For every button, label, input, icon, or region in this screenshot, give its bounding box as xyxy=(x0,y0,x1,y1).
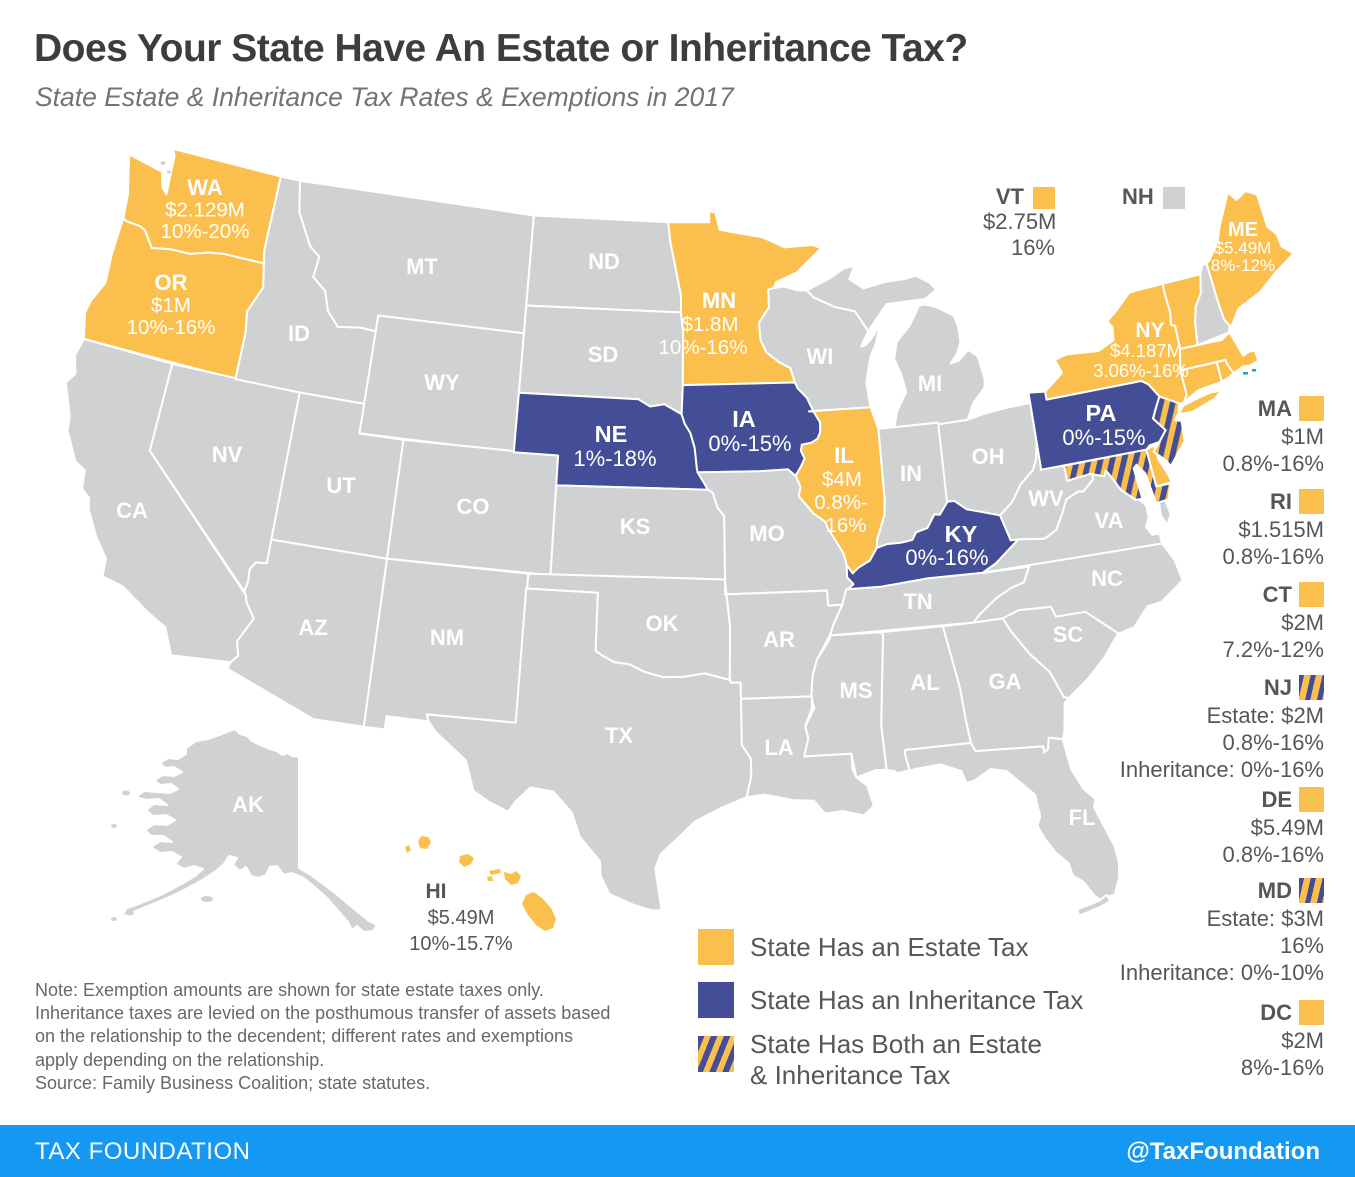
svg-text:KS: KS xyxy=(620,514,651,539)
svg-text:1%-18%: 1%-18% xyxy=(573,446,656,471)
svg-text:3.06%-16%: 3.06%-16% xyxy=(1093,360,1189,381)
svg-text:$1M: $1M xyxy=(151,294,191,317)
svg-text:NE: NE xyxy=(595,421,628,447)
svg-text:10%-15.7%: 10%-15.7% xyxy=(409,933,513,955)
svg-text:MT: MT xyxy=(406,254,438,279)
svg-text:WV: WV xyxy=(1028,486,1064,511)
svg-text:OH: OH xyxy=(972,444,1005,469)
svg-text:10%-16%: 10%-16% xyxy=(127,316,216,339)
svg-text:16%: 16% xyxy=(825,514,866,537)
svg-text:0%-15%: 0%-15% xyxy=(1062,425,1145,450)
svg-text:NC: NC xyxy=(1091,566,1123,591)
svg-text:10%-16%: 10%-16% xyxy=(659,336,748,359)
svg-text:IL: IL xyxy=(834,443,854,468)
svg-text:CO: CO xyxy=(457,494,490,519)
svg-text:0.8%-: 0.8%- xyxy=(814,491,868,514)
svg-text:MI: MI xyxy=(918,371,942,396)
svg-text:$4.187M: $4.187M xyxy=(1110,340,1182,361)
svg-text:AK: AK xyxy=(232,792,264,817)
svg-text:IN: IN xyxy=(900,461,922,486)
svg-text:HI: HI xyxy=(426,880,447,903)
svg-text:ME: ME xyxy=(1228,219,1258,241)
svg-text:KY: KY xyxy=(945,521,978,547)
svg-text:PA: PA xyxy=(1086,400,1117,426)
svg-text:$5.49M: $5.49M xyxy=(428,907,495,929)
svg-text:0%-16%: 0%-16% xyxy=(905,545,988,570)
svg-text:$2.129M: $2.129M xyxy=(165,199,245,222)
svg-text:MS: MS xyxy=(840,678,873,703)
svg-text:NM: NM xyxy=(430,625,464,650)
svg-text:TX: TX xyxy=(605,723,633,748)
svg-text:TN: TN xyxy=(903,589,932,614)
svg-text:NY: NY xyxy=(1135,319,1164,342)
svg-text:$4M: $4M xyxy=(822,468,862,491)
svg-text:WA: WA xyxy=(187,175,223,200)
svg-text:MN: MN xyxy=(702,288,736,313)
svg-text:10%-20%: 10%-20% xyxy=(161,220,250,243)
svg-text:ND: ND xyxy=(588,249,620,274)
svg-text:0%-15%: 0%-15% xyxy=(708,431,791,456)
svg-text:$1.8M: $1.8M xyxy=(682,313,739,336)
svg-text:ID: ID xyxy=(288,321,310,346)
svg-text:WI: WI xyxy=(807,344,834,369)
svg-text:FL: FL xyxy=(1069,805,1096,830)
svg-text:IA: IA xyxy=(732,406,756,432)
svg-text:OR: OR xyxy=(155,270,188,295)
svg-text:CA: CA xyxy=(116,498,148,523)
svg-text:SC: SC xyxy=(1053,622,1084,647)
svg-text:VA: VA xyxy=(1095,508,1124,533)
svg-text:MO: MO xyxy=(749,521,784,546)
svg-text:OK: OK xyxy=(646,611,679,636)
svg-text:AZ: AZ xyxy=(298,615,327,640)
svg-text:AR: AR xyxy=(763,627,795,652)
svg-text:UT: UT xyxy=(326,473,356,498)
svg-text:8%-12%: 8%-12% xyxy=(1211,256,1275,275)
svg-text:$5.49M: $5.49M xyxy=(1215,239,1272,258)
svg-text:LA: LA xyxy=(764,735,793,760)
svg-text:WY: WY xyxy=(424,370,460,395)
svg-text:GA: GA xyxy=(989,669,1022,694)
svg-text:SD: SD xyxy=(588,342,619,367)
svg-text:AL: AL xyxy=(910,670,939,695)
svg-text:NV: NV xyxy=(212,442,243,467)
